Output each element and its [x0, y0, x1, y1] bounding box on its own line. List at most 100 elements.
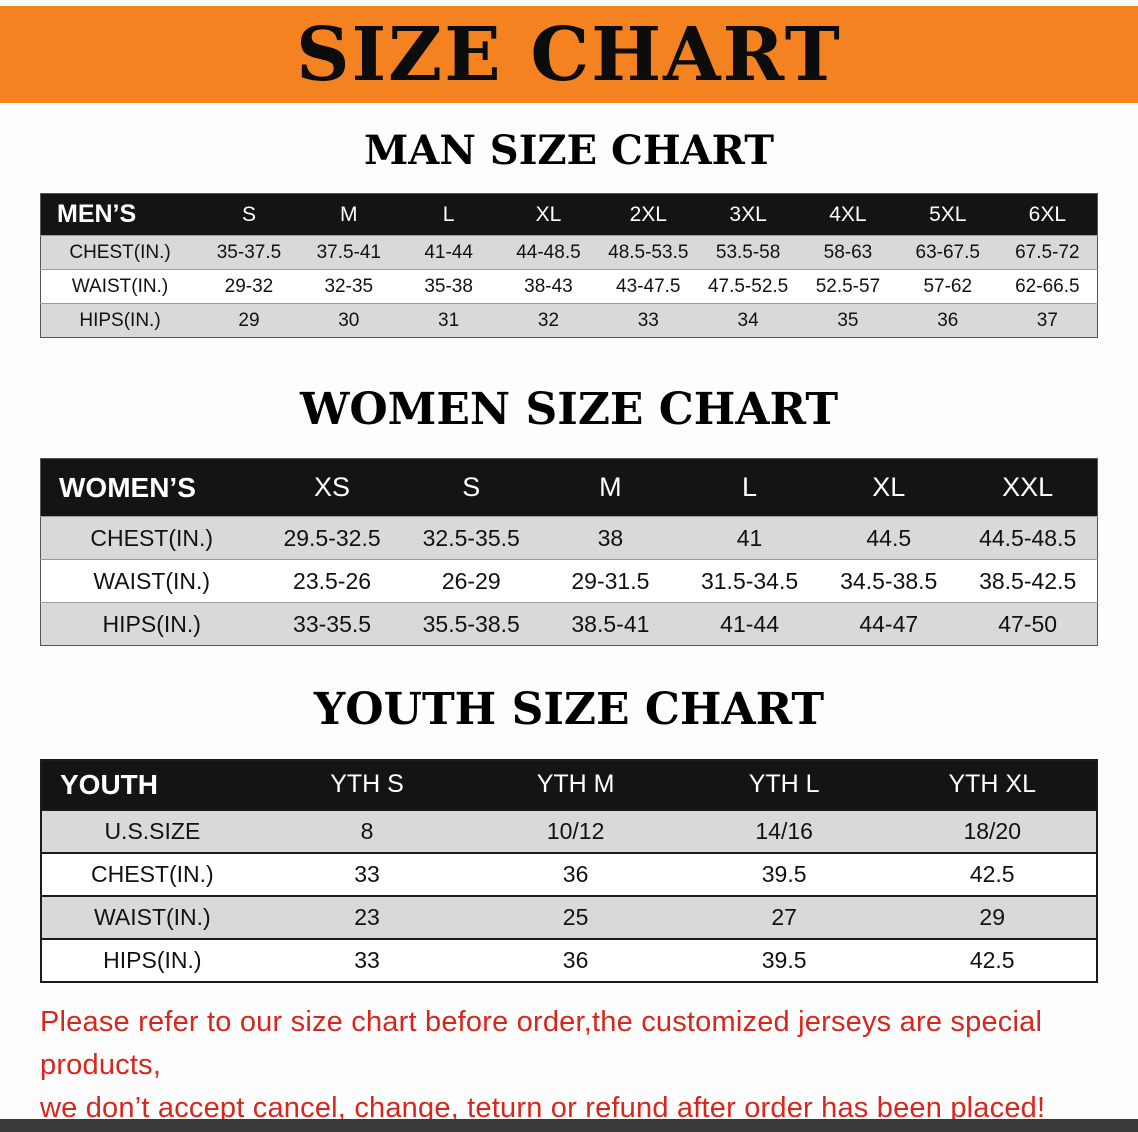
youth-section: YOUTH SIZE CHART YOUTH YTH S YTH M YTH L YTH… [0, 684, 1138, 983]
size-header-cell: S [199, 193, 299, 236]
value-cell: 29.5-32.5 [262, 516, 402, 560]
value-cell: 34.5-38.5 [819, 559, 959, 603]
row-label-cell: WAIST(IN.) [40, 269, 200, 304]
size-table: MEN’S S M L XL 2XL 3XL 4XL 5XL 6XL CHEST(IN.) 35-37… [40, 193, 1098, 338]
size-header-cell: 6XL [997, 193, 1098, 236]
value-cell: 25 [471, 894, 680, 939]
value-cell: 62-66.5 [997, 269, 1098, 304]
size-header-cell: M [540, 458, 680, 517]
value-cell: 47.5-52.5 [698, 269, 799, 304]
table-row: WAIST(IN.) 29-32 32-35 35-38 38-43 43-47.5 47.… [40, 269, 1098, 304]
value-cell: 37.5-41 [298, 235, 399, 270]
size-header-cell: S [401, 458, 541, 517]
value-cell: 8 [262, 808, 472, 853]
value-cell: 42.5 [888, 937, 1097, 982]
table-row: HIPS(IN.) 33-35.5 35.5-38.5 38.5-41 41-44 44-… [40, 602, 1098, 646]
size-table: WOMEN’S XS S M L XL XXL CHEST(IN.) 29.5-32.5 32.5… [40, 458, 1098, 647]
size-header-cell: 3XL [698, 193, 799, 236]
size-header-cell: YTH L [679, 759, 889, 810]
value-cell: 38.5-42.5 [958, 559, 1098, 603]
value-cell: 31 [398, 303, 499, 338]
value-cell: 43-47.5 [598, 269, 699, 304]
value-cell: 39.5 [679, 937, 889, 982]
value-cell: 23.5-26 [262, 559, 402, 603]
table-row: WAIST(IN.) 23 25 27 29 [41, 894, 1097, 939]
table-row: U.S.SIZE 8 10/12 14/16 18/20 [41, 808, 1097, 853]
value-cell: 33 [262, 851, 472, 896]
table-header-row: YOUTH YTH S YTH M YTH L YTH XL [41, 759, 1097, 810]
value-cell: 35-38 [398, 269, 499, 304]
bottom-bar [0, 1119, 1138, 1132]
table-row: CHEST(IN.) 29.5-32.5 32.5-35.5 38 41 44.5 44.5… [40, 516, 1098, 560]
value-cell: 32.5-35.5 [401, 516, 541, 560]
table-row: HIPS(IN.) 33 36 39.5 42.5 [41, 937, 1097, 982]
value-cell: 18/20 [888, 808, 1097, 853]
value-cell: 32-35 [298, 269, 399, 304]
value-cell: 33 [262, 937, 472, 982]
value-cell: 33 [598, 303, 699, 338]
value-cell: 35-37.5 [199, 235, 299, 270]
value-cell: 38-43 [498, 269, 599, 304]
row-label-cell: U.S.SIZE [41, 808, 263, 853]
value-cell: 14/16 [679, 808, 889, 853]
value-cell: 58-63 [798, 235, 898, 270]
row-label-cell: CHEST(IN.) [40, 235, 200, 270]
value-cell: 26-29 [401, 559, 541, 603]
page-title: SIZE CHART [296, 11, 842, 98]
size-header-cell: 2XL [598, 193, 699, 236]
women-section-heading: WOMEN SIZE CHART [299, 384, 839, 435]
size-header-cell: L [679, 458, 820, 517]
value-cell: 36 [471, 937, 680, 982]
size-header-cell: M [298, 193, 399, 236]
value-cell: 48.5-53.5 [598, 235, 699, 270]
value-cell: 44-48.5 [498, 235, 599, 270]
value-cell: 36 [471, 851, 680, 896]
men-section-heading: MAN SIZE CHART [364, 127, 774, 174]
value-cell: 41 [679, 516, 820, 560]
youth-size-table: YOUTH YTH S YTH M YTH L YTH XL U.S.SIZE 8 10/12… [40, 758, 1098, 983]
value-cell: 37 [997, 303, 1098, 338]
banner: SIZE CHART [0, 6, 1138, 103]
value-cell: 31.5-34.5 [679, 559, 820, 603]
size-header-cell: XS [262, 458, 402, 517]
table-row: HIPS(IN.) 29 30 31 32 33 34 35 36 37 [40, 303, 1098, 338]
women-size-table: WOMEN’S XS S M L XL XXL CHEST(IN.) 29.5-32.5 32.5… [40, 458, 1098, 647]
size-header-cell: XL [498, 193, 599, 236]
value-cell: 29 [888, 894, 1097, 939]
men-size-table: MEN’S S M L XL 2XL 3XL 4XL 5XL 6XL CHEST(IN.) 35-37… [40, 193, 1098, 338]
value-cell: 38.5-41 [540, 602, 680, 646]
value-cell: 44-47 [819, 602, 959, 646]
women-section: WOMEN SIZE CHART WOMEN’S XS S M L XL XXL CHEST(… [0, 384, 1138, 647]
value-cell: 29-32 [199, 269, 299, 304]
value-cell: 27 [679, 894, 889, 939]
value-cell: 39.5 [679, 851, 889, 896]
value-cell: 35.5-38.5 [401, 602, 541, 646]
value-cell: 10/12 [471, 808, 680, 853]
row-label-cell: WAIST(IN.) [40, 559, 263, 603]
value-cell: 34 [698, 303, 799, 338]
value-cell: 23 [262, 894, 472, 939]
value-cell: 67.5-72 [997, 235, 1098, 270]
youth-section-heading: YOUTH SIZE CHART [313, 684, 825, 736]
men-section: MAN SIZE CHART MEN’S S M L XL 2XL 3XL 4XL 5XL 6XL… [0, 129, 1138, 338]
value-cell: 41-44 [679, 602, 820, 646]
disclaimer-line-2: we don’t accept cancel, change, teturn o… [40, 1091, 1046, 1124]
size-header-cell: 4XL [798, 193, 898, 236]
table-row: CHEST(IN.) 35-37.5 37.5-41 41-44 44-48.5 48.5… [40, 235, 1098, 270]
value-cell: 29 [199, 303, 299, 338]
value-cell: 44.5-48.5 [958, 516, 1098, 560]
table-row: CHEST(IN.) 33 36 39.5 42.5 [41, 851, 1097, 896]
table-title-cell: MEN’S [40, 193, 200, 236]
value-cell: 44.5 [819, 516, 959, 560]
row-label-cell: WAIST(IN.) [41, 894, 263, 939]
size-header-cell: XL [819, 458, 959, 517]
table-header-row: WOMEN’S XS S M L XL XXL [40, 458, 1098, 517]
table-header-row: MEN’S S M L XL 2XL 3XL 4XL 5XL 6XL [40, 193, 1098, 236]
value-cell: 63-67.5 [897, 235, 998, 270]
value-cell: 29-31.5 [540, 559, 680, 603]
size-header-cell: L [398, 193, 499, 236]
value-cell: 33-35.5 [262, 602, 402, 646]
value-cell: 47-50 [958, 602, 1098, 646]
disclaimer-line-1: Please refer to our size chart before or… [40, 1005, 1043, 1081]
